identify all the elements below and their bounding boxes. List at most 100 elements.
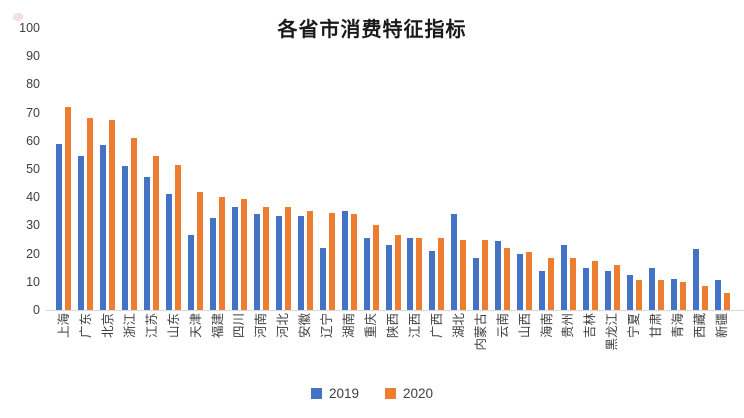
x-axis-label: 江苏 <box>144 313 159 339</box>
bar-2019 <box>385 245 392 310</box>
bar-2020 <box>394 235 401 310</box>
category-group <box>316 28 338 310</box>
x-axis-label: 新疆 <box>715 313 730 339</box>
bar-2019 <box>275 215 282 310</box>
bar-2020 <box>504 247 511 310</box>
category-group <box>163 28 185 310</box>
bar-2020 <box>219 197 226 310</box>
y-tick-label: 90 <box>26 49 40 64</box>
bar-2020 <box>350 214 357 310</box>
category-group <box>667 28 689 310</box>
bar-2020 <box>284 207 291 310</box>
bar-2019 <box>561 245 568 310</box>
bar-2020 <box>723 293 730 310</box>
x-axis-label: 北京 <box>100 313 115 339</box>
x-axis-label: 安徽 <box>298 313 313 339</box>
category-group <box>558 28 580 310</box>
x-axis-label: 广东 <box>78 313 93 339</box>
bar-2020 <box>570 257 577 310</box>
bar-2020 <box>87 118 94 310</box>
bar-2019 <box>429 250 436 310</box>
legend-label-2019: 2019 <box>328 386 359 401</box>
bar-2020 <box>657 280 664 310</box>
corner-artifact <box>13 13 23 21</box>
y-tick-label: 30 <box>26 218 40 233</box>
category-group <box>470 28 492 310</box>
x-axis-label: 山东 <box>166 313 181 339</box>
legend-swatch-2019-icon <box>310 388 322 399</box>
bar-2019 <box>122 166 129 310</box>
bar-2020 <box>109 119 116 310</box>
category-group <box>580 28 602 310</box>
category-group <box>97 28 119 310</box>
x-axis-label: 青海 <box>671 313 686 339</box>
x-axis-label: 河南 <box>254 313 269 339</box>
y-tick-label: 70 <box>26 105 40 120</box>
y-tick-label: 60 <box>26 133 40 148</box>
y-tick-label: 100 <box>19 21 40 35</box>
bar-2019 <box>407 238 414 310</box>
y-tick-label: 50 <box>26 162 40 176</box>
category-group <box>229 28 251 310</box>
category-group <box>645 28 667 310</box>
y-tick-label: 80 <box>26 77 40 92</box>
bar-2019 <box>495 240 502 310</box>
category-group <box>536 28 558 310</box>
bar-2020 <box>416 238 423 310</box>
plot-area <box>53 28 733 310</box>
bar-2019 <box>341 211 348 310</box>
category-group <box>689 28 711 310</box>
bar-2019 <box>539 270 546 310</box>
y-tick-label: 40 <box>26 190 40 205</box>
bar-2020 <box>131 137 138 310</box>
x-axis-label: 湖北 <box>451 313 466 339</box>
x-axis-label: 云南 <box>495 313 510 339</box>
category-group <box>250 28 272 310</box>
x-axis-label: 黑龙江 <box>605 313 620 351</box>
bar-2020 <box>701 286 708 310</box>
bar-2019 <box>297 215 304 310</box>
legend-item-2019: 2019 <box>310 386 359 401</box>
bar-2020 <box>548 257 555 310</box>
category-group <box>75 28 97 310</box>
category-group <box>141 28 163 310</box>
x-axis-label: 江西 <box>407 313 422 339</box>
bar-2019 <box>319 247 326 310</box>
bar-2019 <box>188 235 195 310</box>
x-axis-label: 四川 <box>232 313 247 339</box>
x-axis-label: 宁夏 <box>627 313 642 339</box>
x-axis-label: 天津 <box>188 313 203 339</box>
category-group <box>426 28 448 310</box>
bar-2019 <box>144 177 151 310</box>
bar-2020 <box>591 260 598 310</box>
category-group <box>711 28 733 310</box>
x-axis-label: 上海 <box>56 313 71 339</box>
bar-2020 <box>635 280 642 310</box>
x-axis-label: 河北 <box>276 313 291 339</box>
bar-2019 <box>714 280 721 310</box>
bar-2019 <box>582 267 589 310</box>
bar-2020 <box>328 212 335 310</box>
y-tick-label: 10 <box>26 274 40 289</box>
legend-item-2020: 2020 <box>385 386 433 401</box>
chart-title: 各省市消费特征指标 <box>277 19 467 41</box>
bar-2019 <box>363 238 370 310</box>
x-axis-label: 重庆 <box>364 313 379 339</box>
category-group <box>360 28 382 310</box>
category-group <box>338 28 360 310</box>
category-group <box>207 28 229 310</box>
category-group <box>185 28 207 310</box>
x-axis-label: 湖南 <box>342 313 357 339</box>
x-axis-label: 山西 <box>517 313 532 339</box>
bar-2019 <box>451 214 458 310</box>
category-group <box>382 28 404 310</box>
x-axis-label: 贵州 <box>561 313 576 339</box>
x-axis-label: 福建 <box>210 313 225 339</box>
bar-2019 <box>648 267 655 310</box>
bar-2020 <box>240 198 247 310</box>
category-group <box>294 28 316 310</box>
bar-2019 <box>231 207 238 310</box>
bar-2019 <box>604 270 611 310</box>
category-group <box>623 28 645 310</box>
